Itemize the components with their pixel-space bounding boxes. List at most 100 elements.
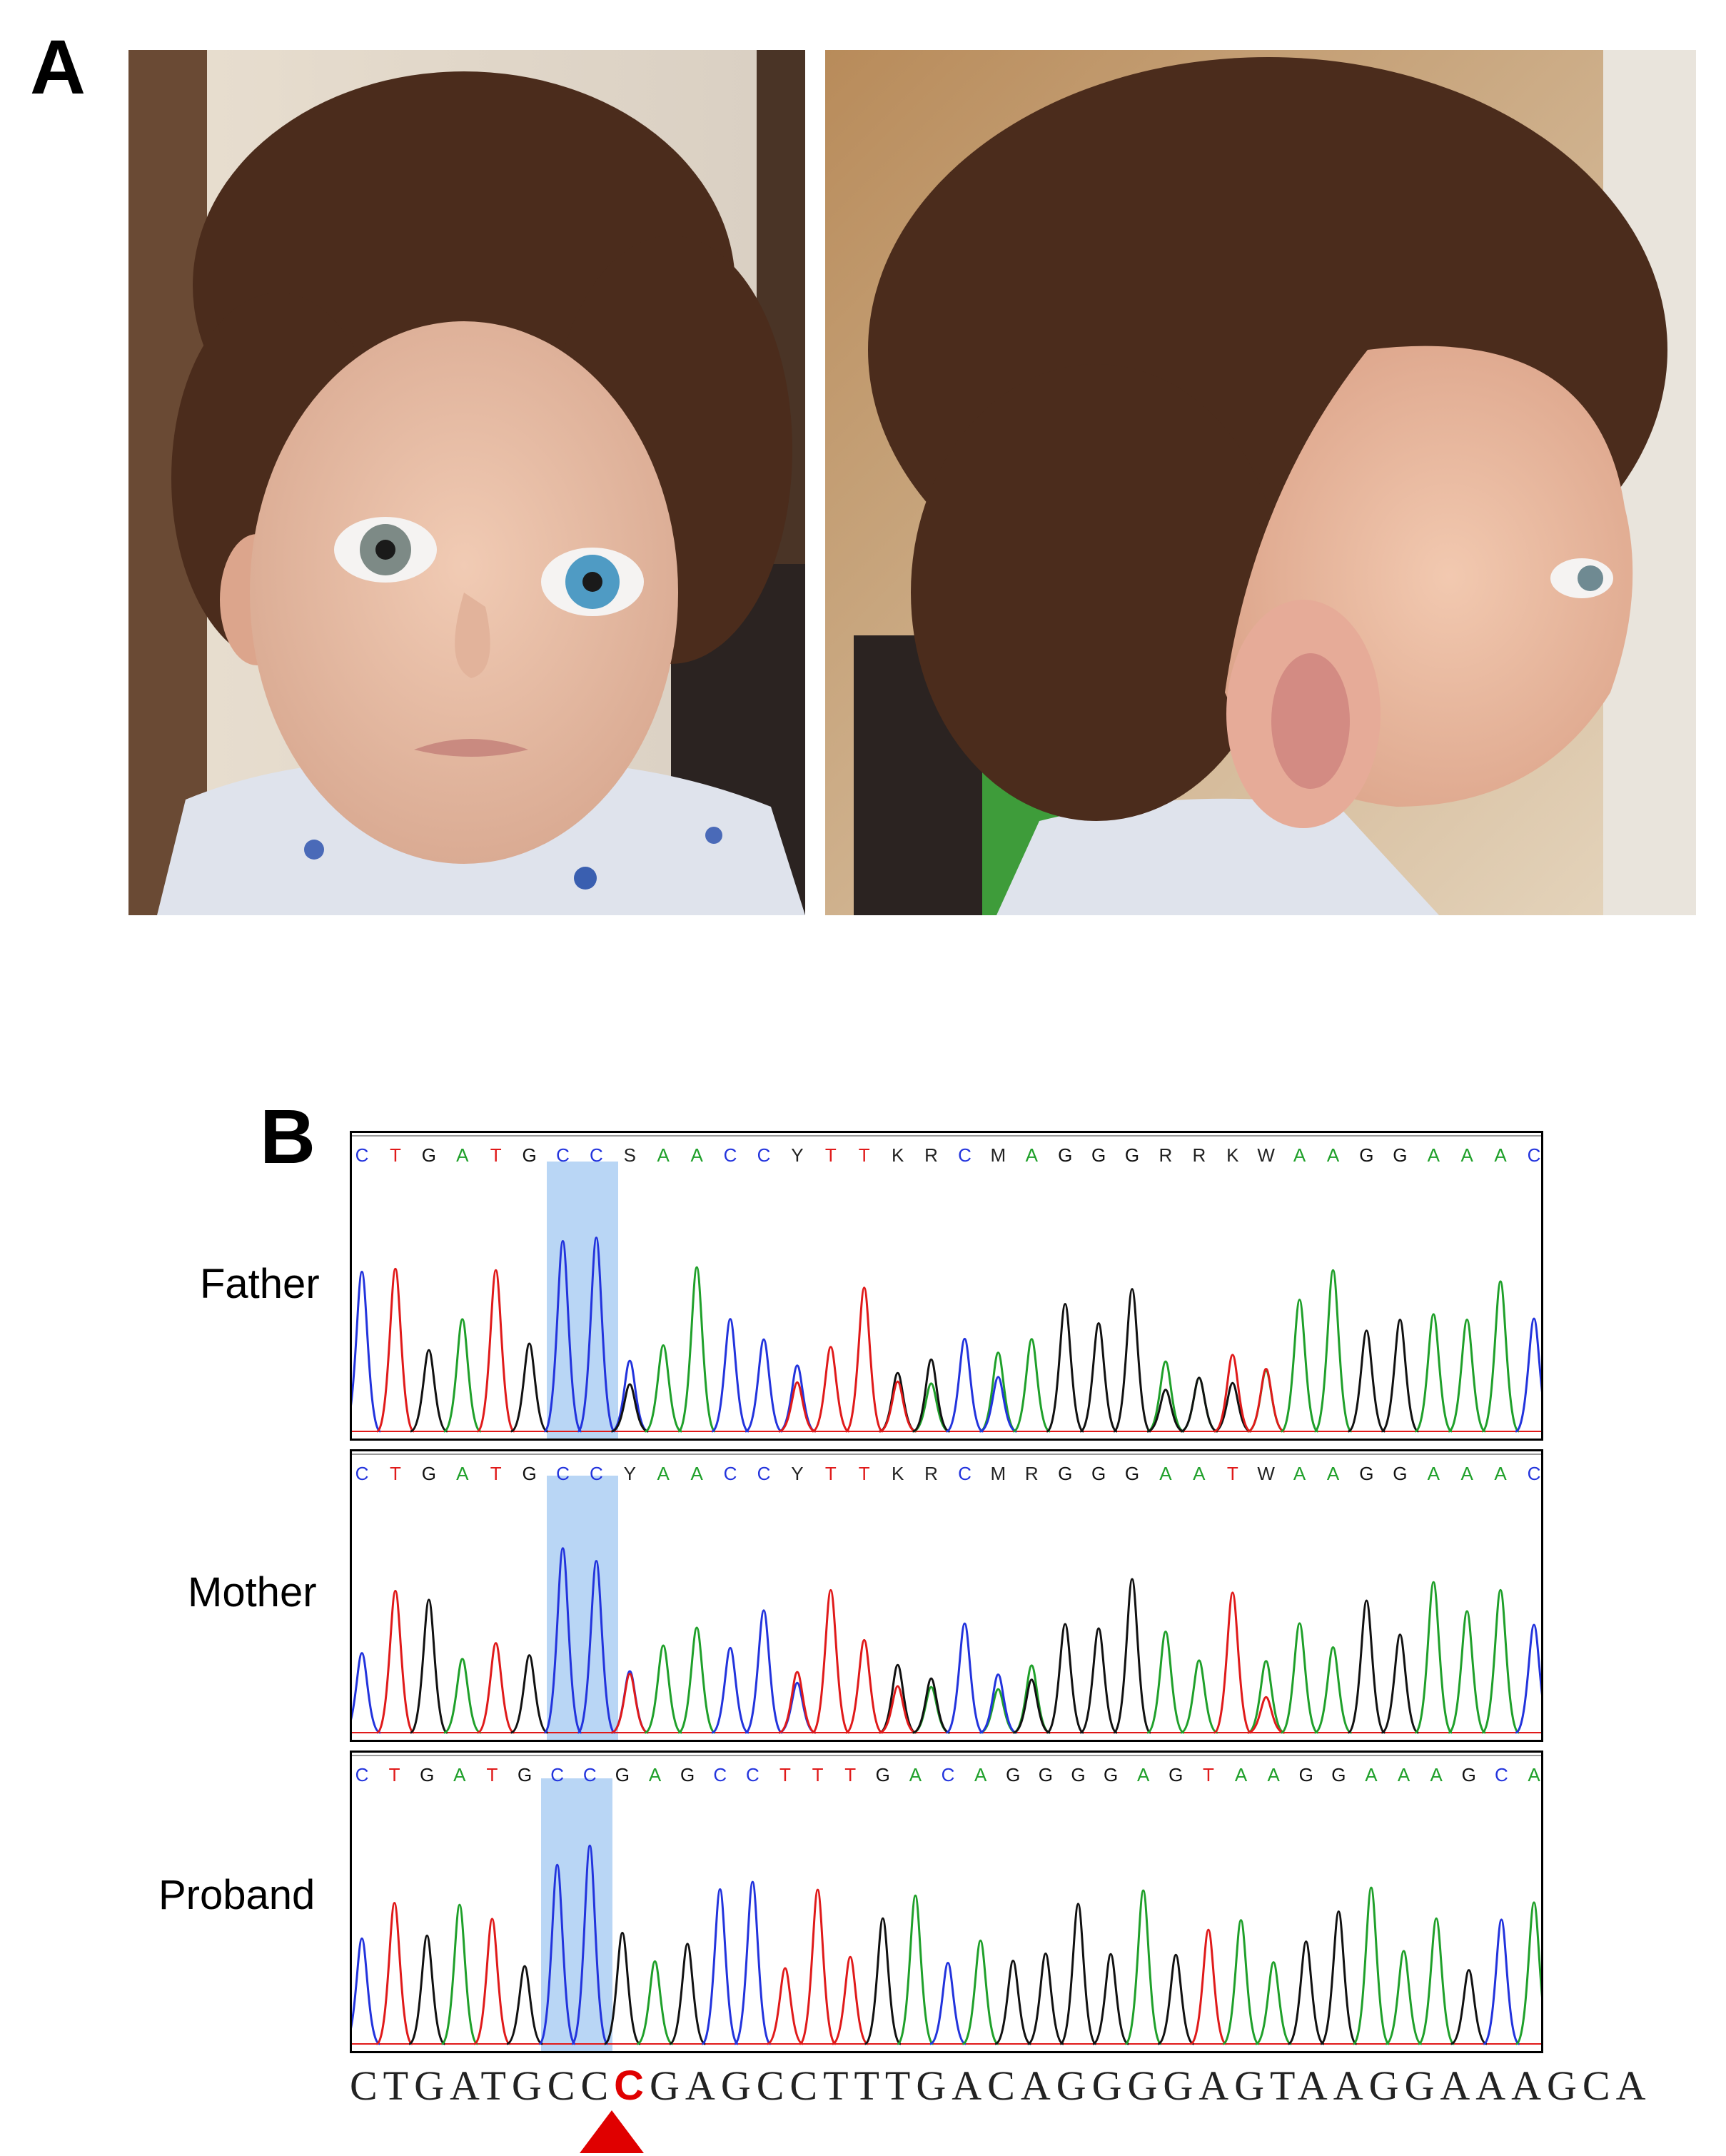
trace-peak [1124,1889,1163,2045]
trace-peak [1515,1317,1541,1433]
trace-peak [979,1351,1017,1433]
trace-peak [896,1894,934,2045]
trace-peak [778,1671,817,1734]
trace-peak [1112,1288,1152,1433]
trace-peak [1448,1319,1486,1433]
base-call: R [1025,1463,1039,1484]
trace-peak [1287,1940,1325,2045]
trace-peak [1352,1886,1391,2045]
trace-peak [1213,1381,1252,1433]
trace-peak [912,1677,950,1734]
base-call: G [1462,1764,1476,1785]
base-call: C [1528,1463,1541,1484]
base-call: M [991,1144,1006,1166]
base-call: T [779,1764,791,1785]
trace-peak [1027,1952,1064,2045]
trace-peak [1515,1623,1541,1734]
base-call: Y [791,1144,803,1166]
trace-peak [510,1342,549,1433]
base-call: K [892,1144,904,1166]
base-call: T [825,1463,837,1484]
base-call: A [1327,1144,1340,1166]
base-call: G [1393,1144,1407,1166]
trace-peak [711,1318,750,1433]
base-call: G [1006,1764,1020,1785]
trace-peak [352,1937,380,2045]
trace-peak [1385,1950,1423,2045]
trace-peak [979,1673,1017,1734]
base-call: W [1257,1463,1275,1484]
trace-peak [1450,1969,1488,2045]
trace-peak [1480,1588,1520,1734]
base-call: S [624,1144,636,1166]
trace-peak [1247,1368,1286,1433]
base-call: T [490,1463,502,1484]
trace-peak [610,1672,649,1734]
trace-peak [1079,1627,1118,1734]
base-call: C [556,1463,570,1484]
base-call: G [1058,1144,1072,1166]
base-call: C [757,1144,771,1166]
trace-peak [1313,1646,1353,1734]
base-call: G [522,1144,536,1166]
proband-reference-sequence: CTGATGCCCGAGCCTTTGACAGGGGAGTAAGGAAAGCA [350,2062,1645,2110]
trace-peak [1347,1329,1386,1433]
profile-photo-illustration [825,50,1696,915]
trace-peak [1313,1269,1353,1433]
trace-peak [879,1685,917,1734]
trace-peak [352,1270,382,1433]
trace-peak [745,1609,783,1734]
trace-peak [745,1338,783,1433]
base-call: A [1430,1764,1443,1785]
base-call: G [1359,1463,1373,1484]
base-call: C [958,1144,971,1166]
base-call: G [1058,1463,1072,1484]
patient-front-photo [128,50,805,915]
trace-peak [610,1383,649,1433]
trace-peak [1381,1319,1419,1433]
base-call: K [1226,1144,1239,1166]
base-call: C [724,1144,737,1166]
trace-peak [375,1901,414,2045]
base-call: G [1125,1144,1139,1166]
base-call: C [583,1764,597,1785]
base-call: T [390,1144,401,1166]
panel-a-label: A [30,24,86,110]
base-call: A [1365,1764,1378,1785]
base-call: C [1528,1144,1541,1166]
trace-peak [543,1239,582,1433]
base-call: T [825,1144,837,1166]
base-call: A [974,1764,987,1785]
base-call: G [522,1463,536,1484]
mother-label: Mother [188,1569,317,1616]
base-call: A [1293,1463,1306,1484]
base-call: A [1398,1764,1410,1785]
front-photo-illustration [128,50,805,915]
base-call: T [812,1764,824,1785]
base-call: A [1494,1144,1507,1166]
base-call: A [657,1144,670,1166]
trace-peak [979,1376,1017,1433]
trace-peak [440,1903,479,2045]
sequence-before-variant: CTGATGCC [350,2062,615,2109]
base-call: A [1460,1144,1473,1166]
trace-peak [799,1888,837,2045]
patient-profile-photo [825,50,1696,915]
trace-peak [1515,1901,1541,2045]
base-call: A [456,1463,469,1484]
trace-peak [912,1358,950,1433]
trace-peak [644,1344,682,1433]
trace-peak [912,1382,950,1433]
trace-peak [1146,1389,1185,1433]
base-call: C [590,1463,603,1484]
trace-peak [1247,1660,1286,1734]
trace-peak [1247,1696,1285,1734]
base-call: G [1299,1764,1313,1785]
base-call: G [680,1764,695,1785]
trace-peak [1146,1360,1185,1433]
trace-peak [577,1560,616,1734]
trace-peak [443,1318,482,1433]
trace-peak [1012,1338,1051,1433]
base-call: T [859,1463,870,1484]
